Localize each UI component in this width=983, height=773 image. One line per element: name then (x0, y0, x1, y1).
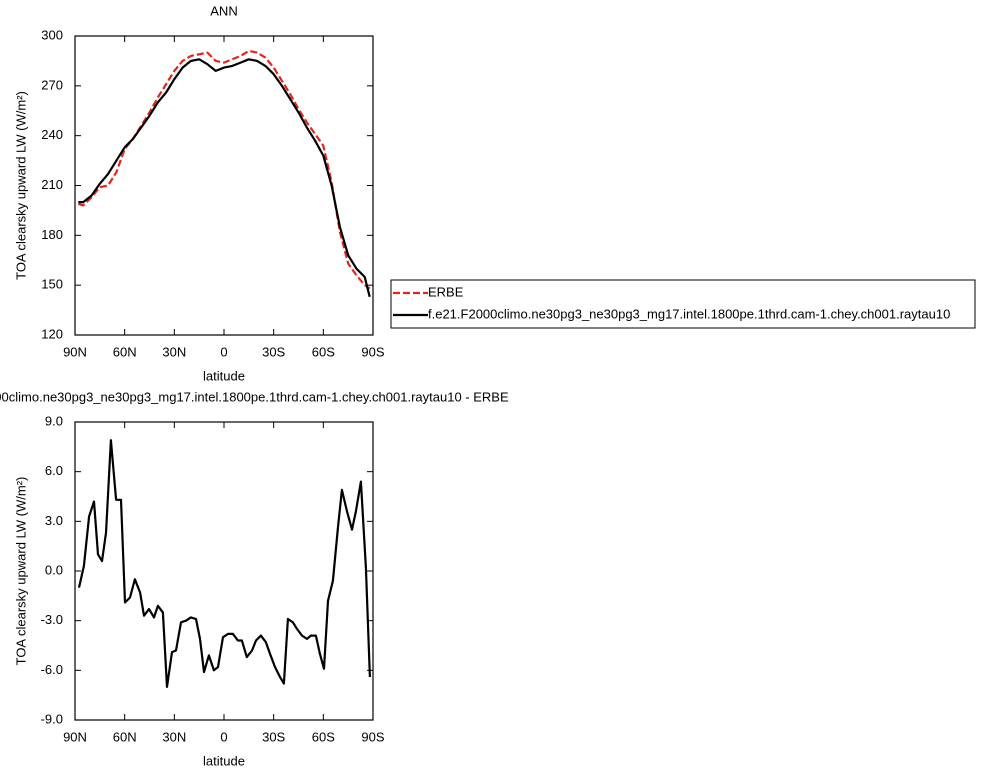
y-tick-label: -9.0 (41, 711, 63, 726)
data-line (77, 439, 371, 688)
chart-title: f.e21.F2000climo.ne30pg3_ne30pg3_mg17.in… (0, 389, 509, 404)
y-tick-label: 3.0 (45, 513, 63, 528)
legend-box (390, 279, 976, 329)
legend-label: f.e21.F2000climo.ne30pg3_ne30pg3_mg17.in… (428, 306, 950, 321)
y-axis-label: TOA clearsky upward LW (W/m²) (13, 477, 28, 666)
x-tick-label: 90N (63, 729, 87, 744)
y-tick-label: 6.0 (45, 463, 63, 478)
x-tick-label: 90N (63, 344, 87, 359)
y-tick-label: 9.0 (45, 413, 63, 428)
y-tick-label: -3.0 (41, 612, 63, 627)
x-tick-label: 30N (162, 729, 186, 744)
y-axis-label: TOA clearsky upward LW (W/m²) (13, 91, 28, 280)
x-axis-label: latitude (203, 368, 245, 383)
y-tick-label: 120 (41, 326, 63, 341)
y-tick-label: -6.0 (41, 662, 63, 677)
x-tick-label: 60S (312, 729, 335, 744)
x-tick-label: 30S (262, 729, 285, 744)
y-tick-label: 270 (41, 77, 63, 92)
data-line (78, 58, 371, 298)
y-tick-label: 240 (41, 127, 63, 142)
x-tick-label: 60N (113, 729, 137, 744)
y-tick-label: 180 (41, 227, 63, 242)
y-tick-label: 0.0 (45, 562, 63, 577)
legend-label: ERBE (428, 284, 464, 299)
x-tick-label: 60N (113, 344, 137, 359)
x-tick-label: 60S (312, 344, 335, 359)
x-tick-label: 30N (162, 344, 186, 359)
data-line (77, 49, 371, 290)
x-tick-label: 90S (361, 344, 384, 359)
y-tick-label: 210 (41, 177, 63, 192)
x-tick-label: 0 (220, 729, 227, 744)
y-tick-label: 300 (41, 27, 63, 42)
chart-title: ANN (210, 3, 237, 18)
plot-frame (74, 421, 374, 721)
x-tick-label: 90S (361, 729, 384, 744)
y-tick-label: 150 (41, 277, 63, 292)
x-tick-label: 30S (262, 344, 285, 359)
x-axis-label: latitude (203, 753, 245, 768)
plot-frame (74, 35, 374, 336)
x-tick-label: 0 (220, 344, 227, 359)
